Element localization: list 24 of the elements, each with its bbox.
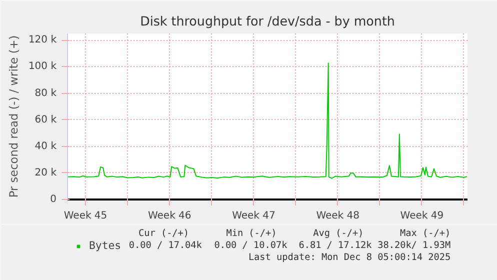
x-tick-label: Week 46 xyxy=(148,210,192,222)
text: 6.81 / 17.12k xyxy=(298,240,372,251)
y-tick-label: 80 k xyxy=(34,88,57,99)
y-tick-label: 100 k xyxy=(28,61,57,72)
y-axis-title: Pr second read (-) / write (+) xyxy=(6,35,20,198)
y-tick-label: 60 k xyxy=(34,114,57,126)
x-tick-label: Week 47 xyxy=(232,210,276,222)
y-tick-label: 0 xyxy=(50,194,57,205)
x-tick-label: Week 49 xyxy=(400,210,444,222)
legend-label: Bytes xyxy=(89,239,122,252)
chart-title: Disk throughput for /dev/sda - by month xyxy=(140,14,395,28)
text: Cur (-/+) xyxy=(138,228,190,239)
text: Min (-/+) xyxy=(226,228,277,239)
text: Last update: Mon Dec 8 05:00:14 2025 xyxy=(248,252,451,263)
text: 38.20k/ 1.93M xyxy=(378,240,451,251)
text: Avg (-/+) xyxy=(313,228,364,239)
text: 0.00 / 17.04k xyxy=(128,240,202,251)
y-tick-label: 20 k xyxy=(34,167,57,178)
x-tick-label: Week 48 xyxy=(316,210,360,222)
text: 0.00 / 10.07k xyxy=(214,240,288,251)
y-tick-label: 40 k xyxy=(34,140,57,152)
x-tick-label: Week 45 xyxy=(64,210,108,222)
text: Max (-/+) xyxy=(400,228,451,239)
y-tick-label: 120 k xyxy=(28,34,57,46)
